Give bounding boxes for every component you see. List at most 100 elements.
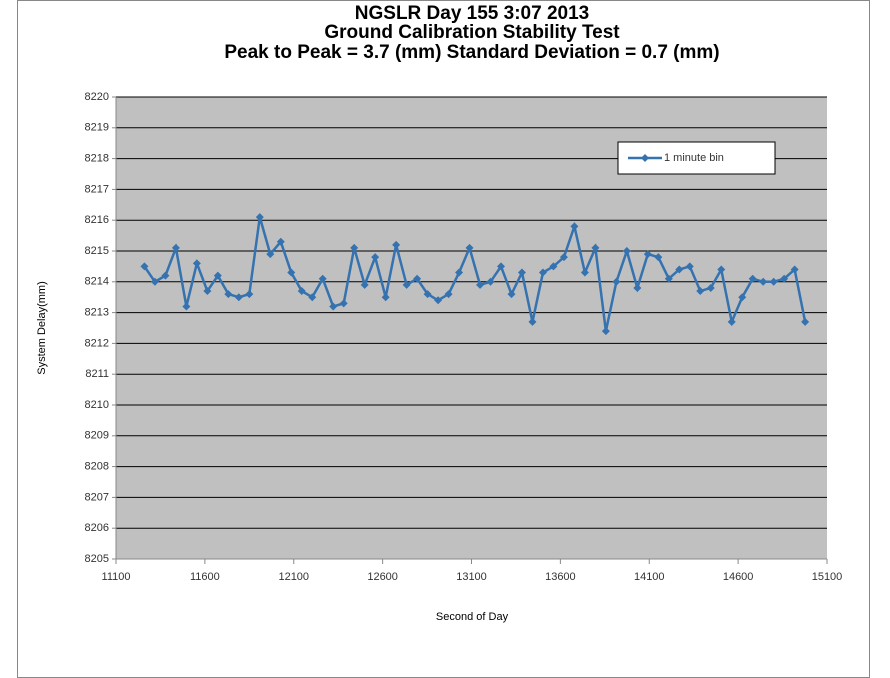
x-tick-label: 11100 xyxy=(102,571,131,583)
data-point xyxy=(150,277,159,286)
data-point xyxy=(759,277,768,286)
y-tick-label: 8205 xyxy=(85,553,109,565)
chart-title: NGSLR Day 155 3:07 2013 xyxy=(355,3,589,24)
x-tick-label: 14600 xyxy=(723,571,754,583)
data-point xyxy=(381,293,390,302)
legend-label: 1 minute bin xyxy=(664,152,724,164)
series-line xyxy=(143,216,807,332)
data-point xyxy=(171,243,180,252)
data-point xyxy=(706,283,715,292)
data-point xyxy=(643,250,652,259)
data-point xyxy=(486,277,495,286)
y-tick-label: 8212 xyxy=(85,337,109,349)
y-tick-label: 8206 xyxy=(85,522,109,534)
data-point xyxy=(297,287,306,296)
data-point xyxy=(538,268,547,277)
y-tick-label: 8207 xyxy=(85,491,109,503)
data-point xyxy=(371,253,380,262)
data-point xyxy=(308,293,317,302)
chart-subtitle: Peak to Peak = 3.7 (mm) Standard Deviati… xyxy=(224,42,719,63)
data-point xyxy=(455,268,464,277)
data-point xyxy=(350,243,359,252)
y-tick-label: 8213 xyxy=(85,307,109,319)
data-point xyxy=(685,262,694,271)
y-axis-label: System Delay(mm) xyxy=(36,281,48,375)
y-tick-label: 8217 xyxy=(85,183,109,195)
data-point xyxy=(612,277,621,286)
x-tick-label: 15100 xyxy=(812,571,843,583)
data-point xyxy=(790,265,799,274)
x-tick-label: 13600 xyxy=(545,571,576,583)
data-point xyxy=(140,262,149,271)
data-point xyxy=(497,262,506,271)
y-tick-label: 8220 xyxy=(85,91,109,103)
data-point xyxy=(591,243,600,252)
data-point xyxy=(192,259,201,268)
data-point xyxy=(549,262,558,271)
x-tick-label: 14100 xyxy=(634,571,665,583)
y-tick-label: 8219 xyxy=(85,122,109,134)
data-point xyxy=(318,274,327,283)
data-point xyxy=(696,287,705,296)
data-point xyxy=(203,287,212,296)
x-tick-label: 12600 xyxy=(367,571,398,583)
data-point xyxy=(182,302,191,311)
x-tick-label: 13100 xyxy=(456,571,487,583)
data-point xyxy=(675,265,684,274)
data-point xyxy=(402,280,411,289)
data-point xyxy=(413,274,422,283)
data-point xyxy=(570,222,579,231)
data-point xyxy=(423,290,432,299)
data-point xyxy=(580,268,589,277)
data-point xyxy=(507,290,516,299)
data-point xyxy=(266,250,275,259)
y-tick-label: 8211 xyxy=(85,368,109,380)
data-point xyxy=(287,268,296,277)
data-point xyxy=(465,243,474,252)
data-point xyxy=(559,253,568,262)
y-tick-label: 8210 xyxy=(85,399,109,411)
data-point xyxy=(329,302,338,311)
data-point xyxy=(717,265,726,274)
data-point xyxy=(780,274,789,283)
y-tick-label: 8215 xyxy=(85,245,109,257)
y-tick-label: 8218 xyxy=(85,153,109,165)
x-tick-label: 11600 xyxy=(190,571,220,583)
y-tick-label: 8214 xyxy=(85,276,109,288)
data-point xyxy=(213,271,222,280)
data-point xyxy=(444,290,453,299)
legend-marker xyxy=(641,154,649,162)
data-point xyxy=(664,274,673,283)
data-point xyxy=(161,271,170,280)
data-point xyxy=(769,277,778,286)
data-point xyxy=(234,293,243,302)
data-point xyxy=(633,283,642,292)
data-point xyxy=(801,317,810,326)
x-axis-label: Second of Day xyxy=(436,611,509,623)
data-point xyxy=(360,280,369,289)
data-point xyxy=(476,280,485,289)
data-point xyxy=(528,317,537,326)
y-tick-label: 8216 xyxy=(85,214,109,226)
data-point xyxy=(517,268,526,277)
data-point xyxy=(339,299,348,308)
data-point xyxy=(654,253,663,262)
data-point xyxy=(622,247,631,255)
data-point xyxy=(727,317,736,326)
data-point xyxy=(601,327,610,336)
data-point xyxy=(276,237,285,246)
y-tick-label: 8208 xyxy=(85,461,109,473)
data-point xyxy=(224,290,233,299)
legend-box xyxy=(617,141,776,175)
data-point xyxy=(748,274,757,283)
data-point xyxy=(434,296,443,305)
data-point xyxy=(392,240,401,249)
data-point xyxy=(738,293,747,302)
chart-subtitle: Ground Calibration Stability Test xyxy=(324,22,620,43)
data-point xyxy=(245,290,254,299)
data-point xyxy=(255,213,264,222)
x-tick-label: 12100 xyxy=(278,571,309,583)
y-tick-label: 8209 xyxy=(85,430,109,442)
